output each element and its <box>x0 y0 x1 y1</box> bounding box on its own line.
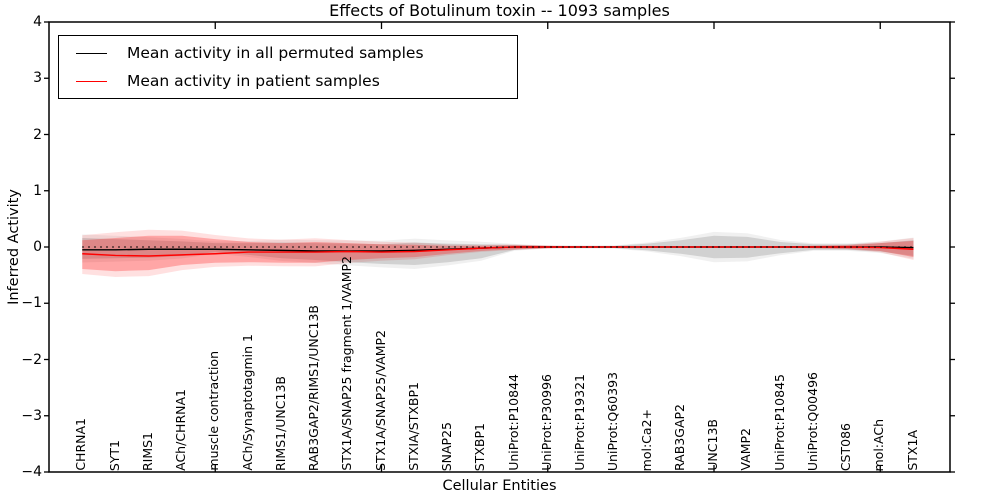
x-tick-label: UNC13B <box>705 419 720 471</box>
x-tick-label: muscle contraction <box>206 351 222 471</box>
x-tick-label: ACh/Synaptotagmin 1 <box>239 334 255 471</box>
legend-label-permuted: Mean activity in all permuted samples <box>127 44 424 62</box>
x-tick-label: RAB3GAP2 <box>671 404 687 471</box>
y-tick-label: 4 <box>33 14 42 30</box>
y-tick-label: −1 <box>21 295 42 312</box>
x-tick-label: SNAP25 <box>439 421 454 471</box>
y-tick-label: −3 <box>21 407 42 424</box>
x-tick-label: UniProt:Q00496 <box>804 371 820 471</box>
x-tick-label: RIMS1/UNC13B <box>272 376 288 471</box>
y-tick-label: 1 <box>33 182 42 199</box>
y-tick-label: −2 <box>21 351 42 368</box>
x-tick-label: ACh/CHRNA1 <box>173 389 188 471</box>
permuted-std-band-outer <box>82 231 914 269</box>
legend-item-permuted: Mean activity in all permuted samples <box>76 43 517 63</box>
x-tick-label: CST086 <box>838 422 853 471</box>
x-tick-label: STX1A/SNAP25/VAMP2 <box>372 330 388 471</box>
x-tick-label: STXIA/STXBP1 <box>405 382 421 471</box>
legend-black-line-swatch <box>76 52 107 54</box>
patient-std-band-inner <box>82 235 914 272</box>
x-tick-label: UniProt:P10845 <box>771 374 787 471</box>
x-tick-label: RAB3GAP2/RIMS1/UNC13B <box>306 304 321 471</box>
patient-mean-line <box>82 246 914 257</box>
x-tick-label: UniProt:P19321 <box>572 374 587 471</box>
y-tick-label: 2 <box>33 126 42 143</box>
x-tick-label: SYT1 <box>106 439 122 471</box>
x-tick-label: UniProt:Q60393 <box>605 371 621 471</box>
legend-label-patient: Mean activity in patient samples <box>127 72 380 90</box>
x-tick-label: CHRNA1 <box>73 418 89 471</box>
x-tick-label: STX1A/SNAP25 fragment 1/VAMP2 <box>339 256 355 471</box>
x-tick-label: RIMS1 <box>139 431 155 471</box>
x-axis-label: Cellular Entities <box>442 478 557 494</box>
x-tick-label: UniProt:P30996 <box>538 374 554 471</box>
permuted-std-band-inner <box>82 235 914 265</box>
y-tick-label: 0 <box>33 239 42 255</box>
y-tick-label: −4 <box>21 464 42 480</box>
y-tick-label: 3 <box>33 70 42 87</box>
legend: Mean activity in all permuted samples Me… <box>58 35 518 99</box>
x-tick-label: mol:ACh <box>871 418 887 472</box>
x-tick-label: STX1A <box>904 430 920 471</box>
x-tick-label: STXBP1 <box>472 422 488 471</box>
x-tick-label: mol:Ca2+ <box>638 408 654 471</box>
x-tick-label: UniProt:P10844 <box>505 374 521 471</box>
legend-red-line-swatch <box>76 80 107 82</box>
patient-std-band-outer <box>82 229 914 277</box>
x-tick-label: VAMP2 <box>738 428 754 471</box>
legend-item-patient: Mean activity in patient samples <box>76 71 517 91</box>
chart-title: Effects of Botulinum toxin -- 1093 sampl… <box>329 1 670 20</box>
